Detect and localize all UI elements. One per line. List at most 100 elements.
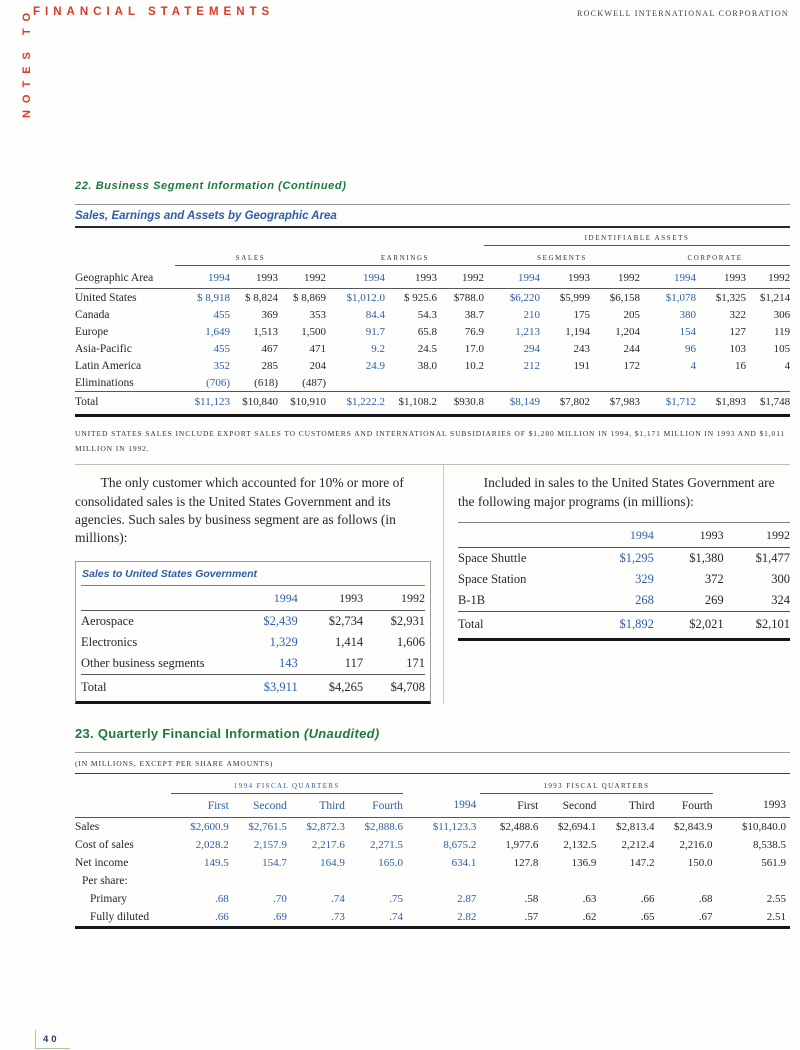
year-header: 1994: [640, 265, 697, 289]
cell-value: 2,217.6: [311, 839, 345, 852]
cell-value: $5,999: [559, 292, 591, 304]
geographic-area-table: Sales, Earnings and Assets by Geographic…: [75, 204, 791, 417]
cell-value: 147.2: [629, 857, 655, 870]
cell-value: $2,734: [328, 614, 364, 629]
year-header: 1993: [712, 793, 790, 818]
cell-value: 96: [685, 343, 697, 355]
cell-value: [596, 872, 654, 890]
cell-value: 2,216.0: [679, 839, 713, 852]
cell-value: $1,295: [619, 551, 654, 566]
table-row: Space Shuttle $1,295 $1,380 $1,477: [458, 547, 790, 569]
page-header-title: FINANCIAL STATEMENTS: [33, 6, 275, 18]
total-value: $10,910: [278, 391, 326, 414]
total-value: $1,893: [696, 391, 747, 414]
cell-value: 244: [623, 343, 641, 355]
quarterly-table: 1994 FISCAL QUARTERS 1993 FISCAL QUARTER…: [75, 773, 790, 926]
cell-value: 1,414: [334, 635, 364, 650]
cell-value: $11,123.3: [432, 821, 477, 834]
geo-table-title: Sales, Earnings and Assets by Geographic…: [75, 205, 790, 228]
cell-value: .57: [524, 911, 539, 924]
total-value: $8,149: [484, 391, 541, 414]
cell-value: [640, 374, 696, 392]
cell-value: .73: [331, 911, 345, 924]
cell-value: .68: [215, 893, 229, 906]
table-row: Per share:: [75, 872, 790, 890]
cell-value: $ 925.6: [404, 292, 437, 304]
section-divider-rule: [75, 464, 790, 466]
cell-value: 91.7: [365, 326, 385, 338]
quarterly-table-box: (IN MILLIONS, EXCEPT PER SHARE AMOUNTS) …: [75, 751, 790, 929]
cell-value: 10.2: [464, 360, 485, 372]
quarterly-table-body: Sales $2,600.9 $2,761.5 $2,872.3 $2,888.…: [75, 817, 790, 926]
row-label: Net income: [75, 857, 129, 870]
cell-value: [171, 872, 229, 890]
cell-value: .62: [582, 911, 597, 924]
row-label: Other business segments: [81, 656, 205, 671]
cell-value: 136.9: [571, 857, 597, 870]
cell-value: 191: [573, 360, 591, 372]
cell-value: (487): [302, 377, 326, 389]
cell-value: 1,194: [565, 326, 591, 338]
cell-value: $ 8,869: [293, 292, 326, 304]
column-group-row: SALES EARNINGS SEGMENTS CORPORATE: [75, 245, 791, 266]
table-row: Canada 455 369 353 84.4 54.3 38.7 210 17…: [75, 306, 790, 323]
cell-value: 4: [784, 360, 791, 372]
unaudited-label: (Unaudited): [303, 725, 380, 741]
cell-value: 24.9: [365, 360, 385, 372]
cell-value: 322: [729, 309, 747, 321]
year-header: 1993: [653, 521, 724, 548]
row-label: Asia-Pacific: [75, 343, 132, 355]
group-spacer: [403, 774, 480, 794]
table-row: Asia-Pacific 455 467 471 9.2 24.5 17.0 2…: [75, 340, 790, 357]
total-value: $1,712: [640, 391, 697, 414]
cell-value: 84.4: [365, 309, 385, 321]
quarter-header: Third: [596, 793, 655, 818]
cell-value: 285: [261, 360, 279, 372]
cell-value: 455: [213, 309, 231, 321]
group-1993-fiscal-quarters: 1993 FISCAL QUARTERS: [480, 773, 713, 794]
year-header: 1994: [326, 265, 385, 289]
cell-value: 16: [735, 360, 747, 372]
row-label: United States: [75, 292, 137, 304]
table-row: Net income 149.5 154.7 164.9 165.0 634.1…: [75, 854, 790, 872]
table-row: United States $ 8,918 $ 8,824 $ 8,869 $1…: [75, 289, 790, 307]
cell-value: 471: [309, 343, 327, 355]
total-value: $7,983: [590, 391, 641, 414]
gov-sales-table-title: Sales to United States Government: [82, 567, 258, 580]
row-label: Aerospace: [81, 614, 134, 629]
cell-value: 380: [679, 309, 697, 321]
cell-value: 65.8: [417, 326, 437, 338]
year-header: 1993: [297, 584, 364, 611]
cell-value: 352: [213, 360, 231, 372]
cell-value: [385, 374, 437, 392]
cell-value: 143: [278, 656, 298, 671]
total-label: Total: [81, 673, 233, 701]
cell-value: 2.87: [457, 893, 477, 906]
cell-value: $2,600.9: [190, 821, 229, 834]
cell-value: $1,380: [689, 551, 724, 566]
cell-value: .69: [273, 911, 287, 924]
cell-value: [540, 374, 590, 392]
row-label: Fully diluted: [90, 911, 150, 924]
cell-value: $2,488.6: [499, 821, 539, 834]
year-header: 1992: [590, 265, 641, 289]
cell-value: 353: [309, 309, 327, 321]
section-22-heading: 22. Business Segment Information (Contin…: [75, 180, 347, 192]
cell-value: [484, 374, 540, 392]
header-spacer: [81, 584, 233, 611]
table-row: Europe 1,649 1,513 1,500 91.7 65.8 76.9 …: [75, 323, 790, 340]
geo-table: IDENTIFIABLE ASSETS SALES EARNINGS SEGME…: [75, 228, 791, 414]
page-number: 40: [35, 1030, 70, 1049]
cell-value: 205: [623, 309, 641, 321]
cell-value: 455: [213, 343, 231, 355]
cell-value: 2.55: [766, 893, 786, 906]
group-segments: SEGMENTS: [484, 245, 641, 266]
row-label: Eliminations: [75, 377, 134, 389]
total-label: Total: [75, 391, 175, 414]
year-header: 1993: [230, 265, 278, 289]
cell-value: 212: [523, 360, 541, 372]
cell-value: [746, 374, 790, 392]
quarter-header: Third: [286, 793, 345, 818]
cell-value: 117: [344, 656, 364, 671]
cell-value: 369: [261, 309, 279, 321]
